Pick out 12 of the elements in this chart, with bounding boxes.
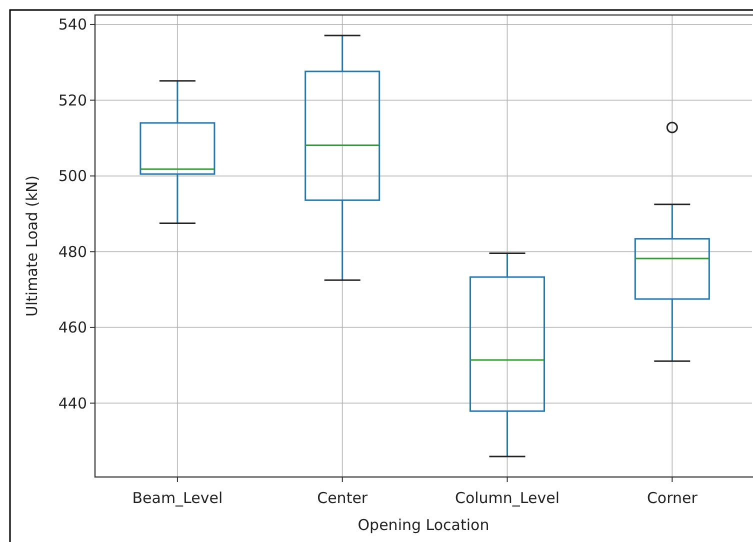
y-tick-label: 500 (58, 167, 87, 186)
x-tick-label: Corner (646, 489, 698, 507)
x-tick-label: Beam_Level (132, 489, 223, 507)
y-tick-label: 520 (58, 91, 87, 110)
x-axis-title: Opening Location (358, 516, 490, 534)
y-axis-title: Ultimate Load (kN) (23, 175, 41, 317)
x-tick-label: Column_Level (454, 489, 560, 507)
x-tick-label: Center (317, 489, 368, 507)
y-tick-label: 540 (58, 16, 87, 34)
y-tick-label: 480 (58, 242, 87, 261)
y-tick-label: 460 (58, 318, 87, 337)
y-tick-label: 440 (58, 394, 87, 412)
